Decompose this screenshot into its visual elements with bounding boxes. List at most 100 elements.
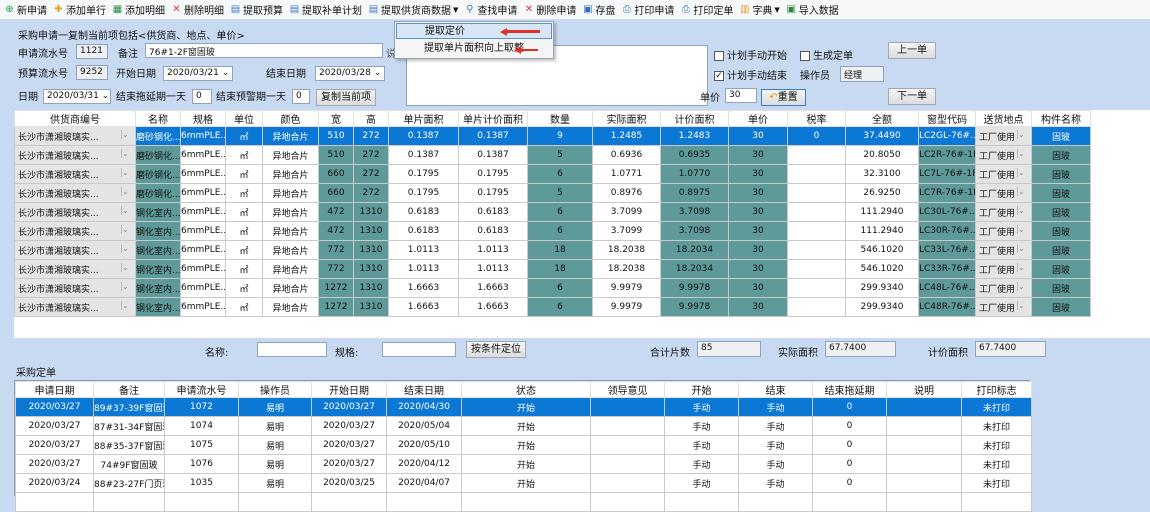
chevron-down-icon[interactable]: ⌄ xyxy=(1017,243,1031,253)
column-header[interactable]: 计价面积 xyxy=(660,110,729,127)
plan-start-checkbox[interactable]: 计划手动开始 xyxy=(714,47,787,62)
table-cell[interactable]: ⌄ 长沙市潇湘玻璃实... xyxy=(14,126,136,146)
column-header[interactable]: 税率 xyxy=(787,110,846,127)
chevron-down-icon[interactable]: ⌄ xyxy=(1017,262,1031,272)
column-header[interactable]: 操作员 xyxy=(238,381,312,398)
order-row[interactable]: 2020/03/27 87#31-34F窗固玻 1074 易明 2020/03/27 20… xyxy=(15,416,1032,436)
table-cell[interactable]: ⌄ 工厂使用 xyxy=(975,259,1032,279)
chevron-down-icon[interactable]: ⌄ xyxy=(1017,129,1031,139)
filter-name-input[interactable] xyxy=(257,342,327,357)
column-header[interactable]: 备注 xyxy=(93,381,165,398)
reset-button[interactable]: ↶重置 xyxy=(761,89,806,106)
column-header[interactable]: 状态 xyxy=(461,381,591,398)
order-row[interactable]: 2020/03/24 88#23-27F门页玻 1035 易明 2020/03/25 20… xyxy=(15,473,1032,493)
date-picker[interactable]: 2020/03/31 ⌄ xyxy=(43,89,111,104)
prev-order-button[interactable]: 上一单 xyxy=(888,42,936,59)
table-row[interactable]: ⌄ 长沙市潇湘玻璃实... 磨砂钢化... 6mmPLE... ㎡ 异地合片 660 272 0… xyxy=(14,164,1091,184)
column-header[interactable]: 说明 xyxy=(886,381,962,398)
table-cell[interactable]: ⌄ 长沙市潇湘玻璃实... xyxy=(14,297,136,317)
chevron-down-icon[interactable]: ⌄ xyxy=(121,224,135,234)
chevron-down-icon[interactable]: ⌄ xyxy=(1017,167,1031,177)
table-cell[interactable]: ⌄ 工厂使用 xyxy=(975,297,1032,317)
start-date-picker[interactable]: 2020/03/21 ⌄ xyxy=(163,66,233,81)
priced-area-field[interactable]: 67.7400 xyxy=(975,341,1046,357)
toolbar-button-10[interactable]: ⎙ 打印申请 xyxy=(621,2,675,17)
chevron-down-icon[interactable]: ⌄ xyxy=(1017,224,1031,234)
actual-area-field[interactable]: 67.7400 xyxy=(825,341,896,357)
chevron-down-icon[interactable]: ⌄ xyxy=(121,148,135,158)
table-cell[interactable]: ⌄ 长沙市潇湘玻璃实... xyxy=(14,240,136,260)
toolbar-button-13[interactable]: ▣ 导入数据 xyxy=(786,2,839,17)
table-cell[interactable]: ⌄ 工厂使用 xyxy=(975,145,1032,165)
order-row[interactable]: 2020/03/27 89#37-39F窗固玻 1072 易明 2020/03/27 20… xyxy=(15,397,1032,417)
chevron-down-icon[interactable]: ⌄ xyxy=(121,300,135,310)
table-cell[interactable]: ⌄ 长沙市潇湘玻璃实... xyxy=(14,221,136,241)
chevron-down-icon[interactable]: ⌄ xyxy=(1017,281,1031,291)
table-row[interactable]: ⌄ 长沙市潇湘玻璃实... 钢化室内... 6mmPLE... ㎡ 异地合片 1272 131… xyxy=(14,297,1091,317)
toolbar-button-9[interactable]: ▣ 存盘 xyxy=(582,2,615,17)
toolbar-button-7[interactable]: ⚲ 查找申请 xyxy=(464,2,517,17)
table-cell[interactable]: ⌄ 长沙市潇湘玻璃实... xyxy=(14,202,136,222)
chevron-down-icon[interactable]: ⌄ xyxy=(121,186,135,196)
table-cell[interactable]: ⌄ 工厂使用 xyxy=(975,278,1032,298)
column-header[interactable]: 单位 xyxy=(225,110,263,127)
delay-field[interactable]: 0 xyxy=(192,89,212,104)
gen-order-checkbox[interactable]: 生成定单 xyxy=(800,47,853,62)
column-header[interactable]: 结束日期 xyxy=(386,381,462,398)
table-cell[interactable]: ⌄ 工厂使用 xyxy=(975,240,1032,260)
chevron-down-icon[interactable]: ⌄ xyxy=(121,262,135,272)
price-field[interactable]: 30 xyxy=(725,88,757,103)
chevron-down-icon[interactable]: ⌄ xyxy=(1017,186,1031,196)
table-cell[interactable]: ⌄ 长沙市潇湘玻璃实... xyxy=(14,183,136,203)
toolbar-button-2[interactable]: ▦ 添加明细 xyxy=(112,2,165,17)
column-header[interactable]: 申请流水号 xyxy=(164,381,239,398)
locate-button[interactable]: 按条件定位 xyxy=(466,341,526,358)
table-cell[interactable]: ⌄ 工厂使用 xyxy=(975,221,1032,241)
filter-spec-input[interactable] xyxy=(382,342,456,357)
column-header[interactable]: 数量 xyxy=(527,110,593,127)
chevron-down-icon[interactable]: ⌄ xyxy=(121,243,135,253)
table-row[interactable]: ⌄ 长沙市潇湘玻璃实... 钢化室内... 6mmPLE... ㎡ 异地合片 772 1310… xyxy=(14,240,1091,260)
table-cell[interactable]: ⌄ 长沙市潇湘玻璃实... xyxy=(14,145,136,165)
chevron-down-icon[interactable]: ⌄ xyxy=(1017,300,1031,310)
toolbar-button-11[interactable]: ⎙ 打印定单 xyxy=(680,2,734,17)
menu-item-fetch-price[interactable]: 提取定价 xyxy=(396,23,552,39)
table-row[interactable]: ⌄ 长沙市潇湘玻璃实... 磨砂钢化... 6mmPLE... ㎡ 异地合片 510 272 0… xyxy=(14,126,1091,146)
column-header[interactable]: 颜色 xyxy=(262,110,319,127)
column-header[interactable]: 实际面积 xyxy=(592,110,661,127)
toolbar-button-8[interactable]: ✕ 删除申请 xyxy=(523,2,577,17)
column-header[interactable]: 申请日期 xyxy=(15,381,94,398)
column-header[interactable]: 单片面积 xyxy=(388,110,459,127)
toolbar-button-12[interactable]: ▥ 字典 ▼ xyxy=(739,2,780,17)
column-header[interactable]: 结束 xyxy=(738,381,813,398)
warn-field[interactable]: 0 xyxy=(292,89,310,104)
column-header[interactable]: 结束拖延期 xyxy=(812,381,887,398)
column-header[interactable]: 领导意见 xyxy=(590,381,665,398)
table-cell[interactable]: ⌄ 工厂使用 xyxy=(975,202,1032,222)
column-header[interactable]: 打印标志 xyxy=(961,381,1032,398)
column-header[interactable]: 供货商编号 xyxy=(14,110,136,127)
operator-field[interactable]: 经理 xyxy=(840,66,884,82)
end-date-picker[interactable]: 2020/03/28 ⌄ xyxy=(315,66,385,81)
table-row[interactable]: ⌄ 长沙市潇湘玻璃实... 磨砂钢化... 6mmPLE... ㎡ 异地合片 510 272 0… xyxy=(14,145,1091,165)
total-pieces-field[interactable]: 85 xyxy=(697,341,761,357)
toolbar-button-6[interactable]: ▤ 提取供货商数据 ▼ xyxy=(368,2,459,17)
menu-item-fetch-area-roundup[interactable]: 提取单片面积向上取整 xyxy=(424,43,524,54)
chevron-down-icon[interactable]: ⌄ xyxy=(121,167,135,177)
table-row[interactable]: ⌄ 长沙市潇湘玻璃实... 钢化室内... 6mmPLE... ㎡ 异地合片 772 1310… xyxy=(14,259,1091,279)
next-order-button[interactable]: 下一单 xyxy=(888,88,936,105)
column-header[interactable]: 单价 xyxy=(728,110,788,127)
chevron-down-icon[interactable]: ⌄ xyxy=(121,205,135,215)
table-row[interactable]: ⌄ 长沙市潇湘玻璃实... 钢化室内... 6mmPLE... ㎡ 异地合片 472 1310… xyxy=(14,202,1091,222)
order-row[interactable]: 2020/03/27 88#35-37F窗固玻 1075 易明 2020/03/27 20… xyxy=(15,435,1032,455)
column-header[interactable]: 开始日期 xyxy=(311,381,387,398)
chevron-down-icon[interactable]: ⌄ xyxy=(121,281,135,291)
column-header[interactable]: 宽 xyxy=(318,110,354,127)
chevron-down-icon[interactable]: ⌄ xyxy=(121,129,135,139)
column-header[interactable]: 开始 xyxy=(664,381,739,398)
column-header[interactable]: 构件名称 xyxy=(1031,110,1091,127)
request-no-field[interactable]: 1121 xyxy=(76,44,108,59)
toolbar-button-3[interactable]: ✕ 删除明细 xyxy=(171,2,224,17)
table-cell[interactable]: ⌄ 长沙市潇湘玻璃实... xyxy=(14,278,136,298)
table-row[interactable]: ⌄ 长沙市潇湘玻璃实... 磨砂钢化... 6mmPLE... ㎡ 异地合片 660 272 0… xyxy=(14,183,1091,203)
